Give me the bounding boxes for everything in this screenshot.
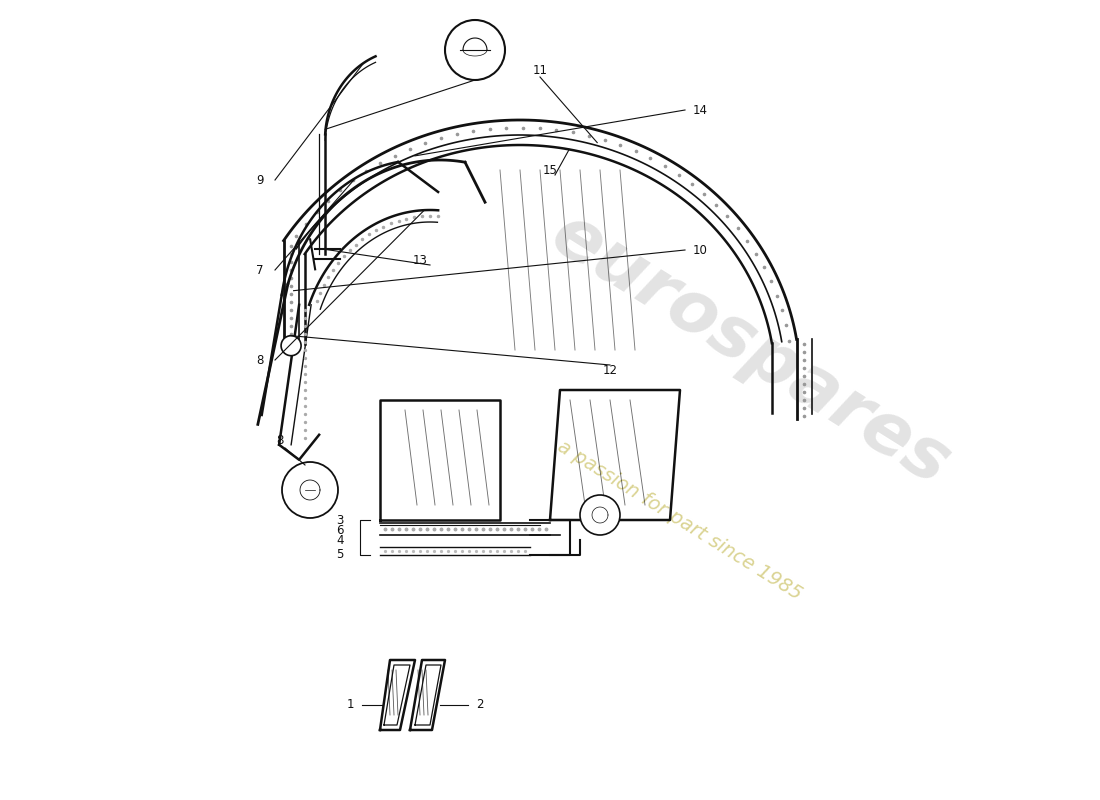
Text: 2: 2 <box>476 698 484 711</box>
Circle shape <box>446 20 505 80</box>
Text: 10: 10 <box>693 243 707 257</box>
Text: 15: 15 <box>542 163 558 177</box>
Text: 8: 8 <box>276 434 284 446</box>
Text: 11: 11 <box>532 63 548 77</box>
Text: a passion for part since 1985: a passion for part since 1985 <box>554 437 805 603</box>
Text: 4: 4 <box>337 534 343 546</box>
Text: 3: 3 <box>337 514 343 526</box>
Text: 12: 12 <box>603 363 617 377</box>
Circle shape <box>282 462 338 518</box>
Text: 7: 7 <box>256 263 264 277</box>
Circle shape <box>282 336 301 356</box>
Text: 6: 6 <box>337 523 343 537</box>
Text: eurospares: eurospares <box>538 200 962 500</box>
Circle shape <box>580 495 620 535</box>
Text: 9: 9 <box>256 174 264 186</box>
Text: 14: 14 <box>693 103 707 117</box>
Text: 1: 1 <box>346 698 354 711</box>
Text: 8: 8 <box>256 354 264 366</box>
Text: 5: 5 <box>337 549 343 562</box>
Text: 13: 13 <box>412 254 428 266</box>
